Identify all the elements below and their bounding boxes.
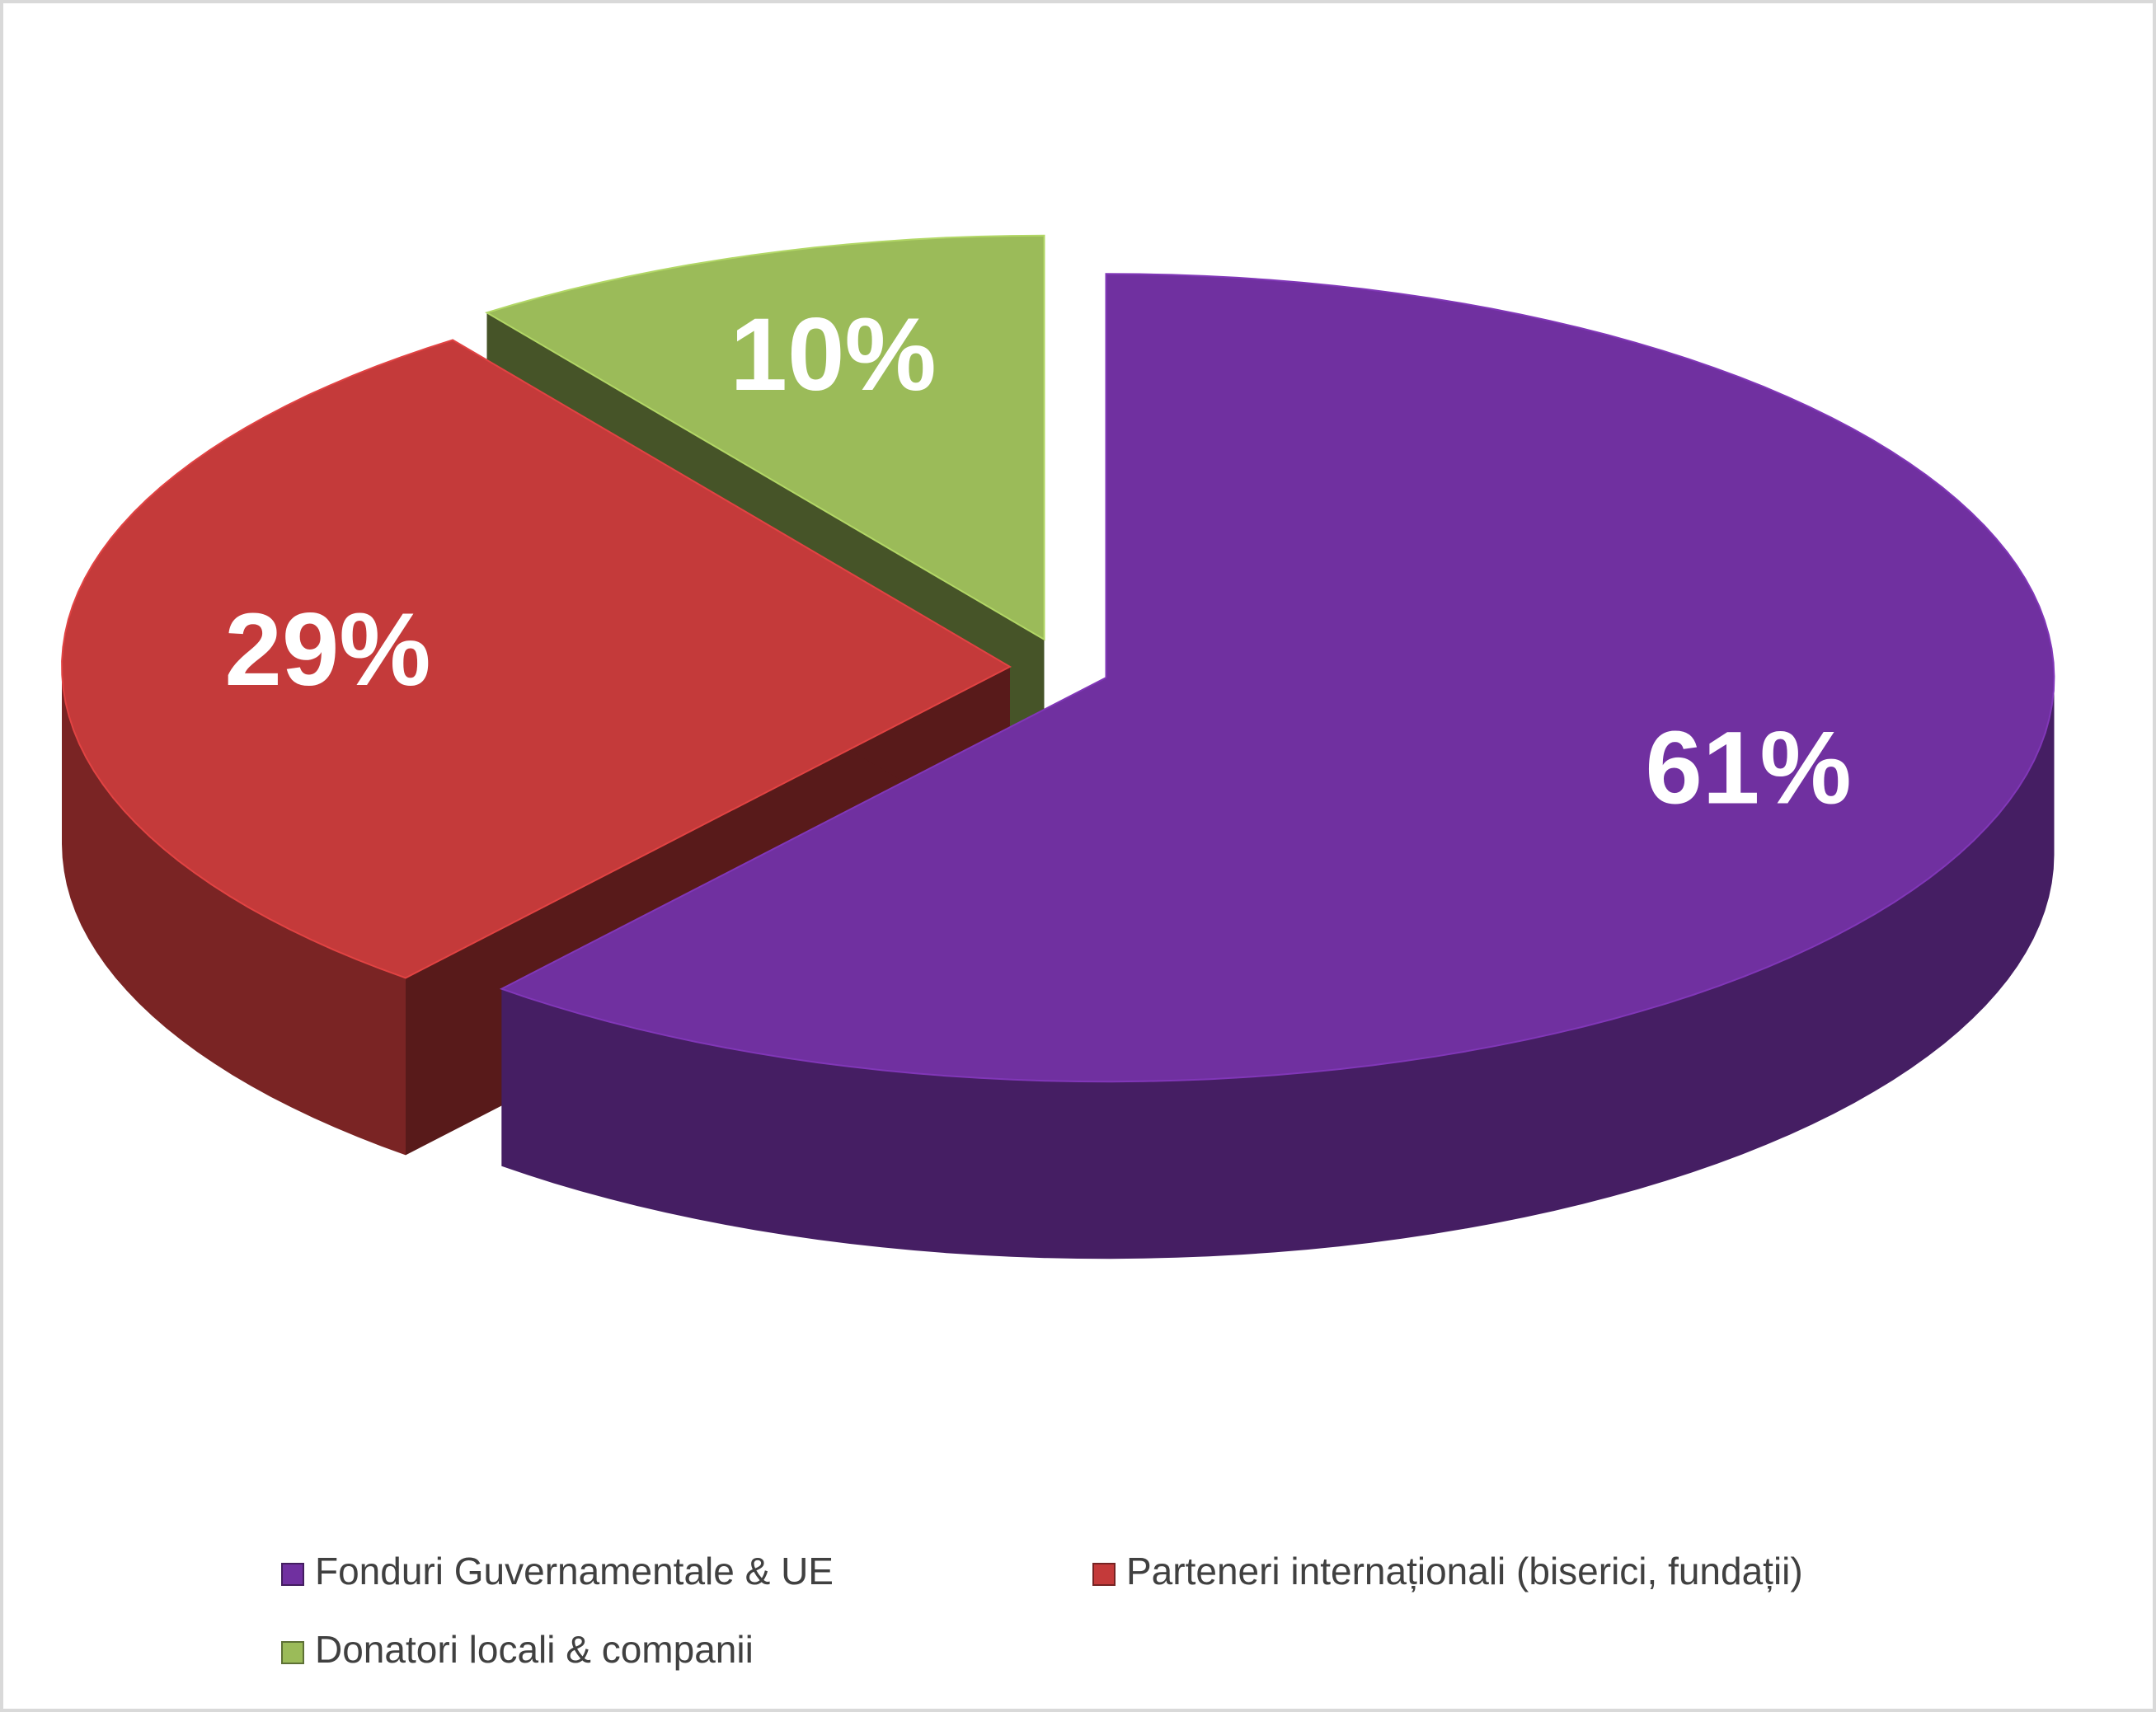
slice <box>61 339 1012 979</box>
slice-wall <box>501 678 2055 1259</box>
pie: 61% 29% 10% <box>61 234 2055 1259</box>
data-label: 10% <box>730 298 936 412</box>
slice <box>499 273 2055 1259</box>
slice-wall <box>62 666 406 1156</box>
slice <box>499 273 2055 1083</box>
legend-swatch <box>1092 1563 1116 1586</box>
slice <box>485 234 1045 641</box>
legend-label: Donatori locali & companii <box>315 1628 754 1671</box>
legend-label: Fonduri Guvernamentale & UE <box>315 1550 834 1592</box>
data-label: 29% <box>224 593 430 707</box>
legend-swatch <box>281 1641 304 1664</box>
legend-label: Parteneri internaționali (biserici, fund… <box>1126 1550 1803 1592</box>
legend: Fonduri Guvernamentale & UE Parteneri int… <box>281 1550 1803 1671</box>
legend-swatch <box>281 1563 304 1586</box>
data-label: 61% <box>1645 711 1851 826</box>
